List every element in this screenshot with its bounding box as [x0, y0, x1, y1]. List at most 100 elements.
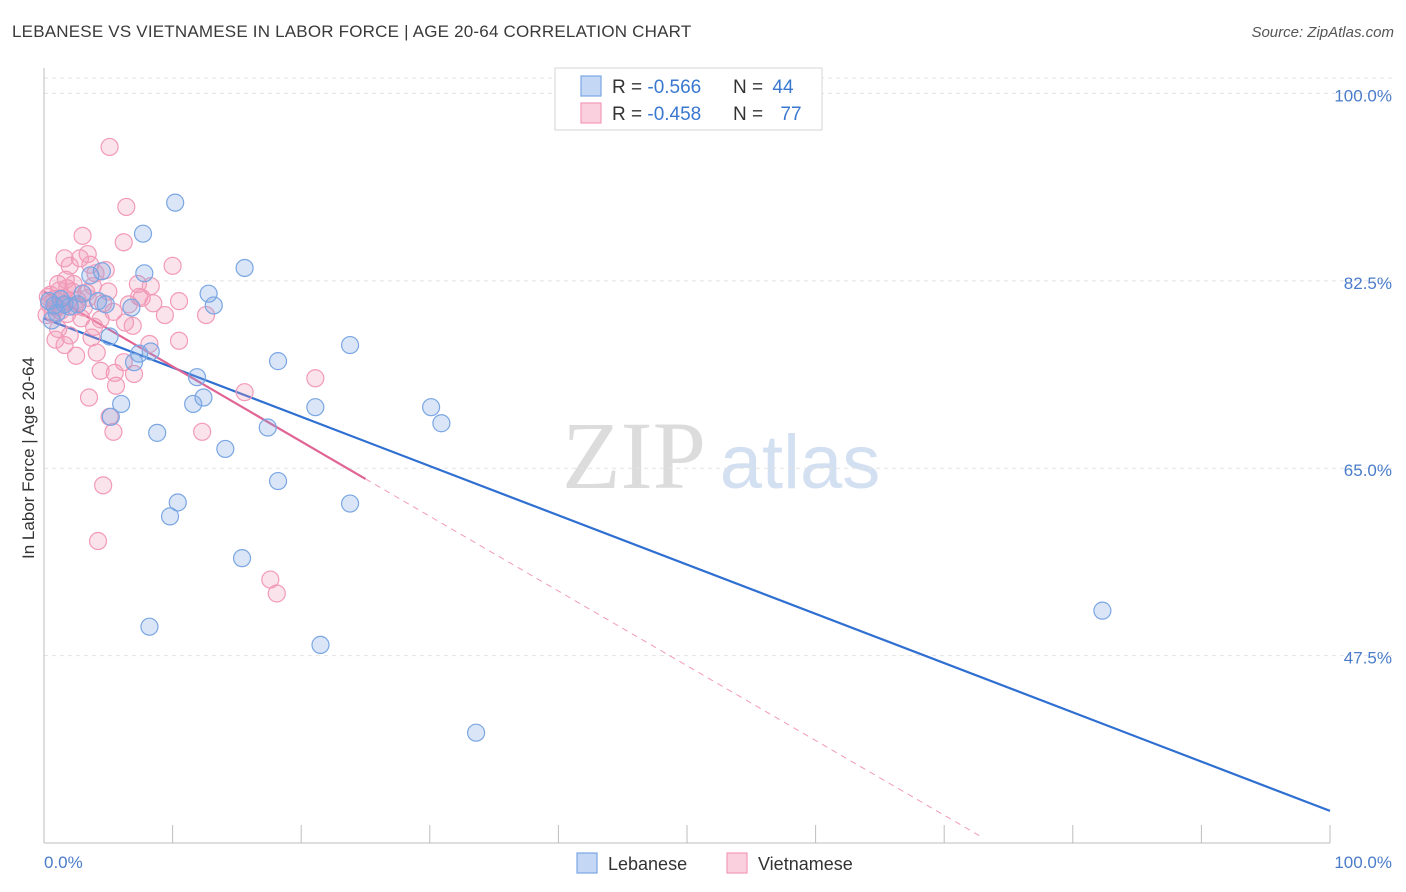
legend-r-label-vietnamese: R = [612, 104, 647, 125]
bottom-legend-label-vietnamese: Vietnamese [758, 854, 853, 874]
legend-r-value-lebanese: -0.566 [647, 77, 701, 98]
y-axis-label: In Labor Force | Age 20-64 [19, 357, 38, 559]
lebanese-point [216, 439, 235, 459]
bottom-legend-swatch-lebanese [576, 852, 598, 874]
legend-r-label-lebanese: R = [612, 77, 647, 98]
vietnamese-points [37, 137, 325, 603]
lebanese-point [268, 471, 288, 491]
axes [43, 68, 1331, 844]
vietnamese-point [196, 305, 216, 325]
vietnamese-point [91, 361, 110, 380]
vietnamese-point [193, 422, 212, 441]
watermark-atlas: atlas [720, 420, 881, 505]
vietnamese-point [104, 302, 123, 321]
chart-title: LEBANESE VS VIETNAMESE IN LABOR FORCE | … [12, 22, 692, 41]
vietnamese-point [70, 249, 90, 268]
vietnamese-point [94, 476, 113, 495]
legend-n-label-vietnamese: N = [733, 104, 768, 125]
legend-r-value-vietnamese: -0.458 [647, 104, 701, 125]
lebanese-point [141, 342, 160, 361]
vietnamese-point [46, 330, 65, 349]
vietnamese-point [123, 316, 142, 335]
legend-n-value-lebanese: 44 [772, 77, 794, 98]
lebanese-point [232, 549, 252, 568]
lebanese-point [140, 617, 159, 636]
vietnamese-point [104, 422, 123, 441]
lebanese-point [268, 352, 288, 371]
lebanese-point [100, 327, 119, 346]
lebanese-point [160, 507, 180, 526]
lebanese-trend-line [43, 317, 1331, 812]
vietnamese-point [60, 256, 79, 275]
vietnamese-trend-line [43, 290, 367, 480]
vietnamese-trend-extension [365, 478, 984, 839]
trend-lines [43, 290, 1331, 839]
lebanese-point [235, 258, 254, 278]
grid-lines [44, 77, 1392, 657]
vietnamese-point [100, 137, 119, 157]
y-tick-labels: 47.5% 65.0% 82.5% 100.0% [1334, 86, 1392, 667]
legend-swatch-lebanese [580, 75, 602, 97]
lebanese-point [124, 353, 144, 372]
lebanese-point [68, 295, 87, 314]
lebanese-point [306, 398, 325, 417]
legend-n-value-vietnamese: 77 [780, 104, 801, 125]
lebanese-point [466, 723, 486, 742]
lebanese-point [112, 394, 131, 414]
vietnamese-point [72, 309, 91, 328]
vietnamese-point [88, 531, 108, 551]
svg-text:R = -0.458: R = -0.458 [612, 104, 701, 125]
x-tick-label-max: 100.0% [1334, 853, 1392, 872]
source-label: Source: ZipAtlas.com [1251, 24, 1394, 41]
lebanese-point [73, 284, 92, 303]
lebanese-point [432, 414, 451, 433]
vietnamese-point [87, 343, 106, 362]
series-legend: Lebanese Vietnamese [576, 852, 853, 874]
lebanese-point [135, 264, 154, 283]
vietnamese-point [144, 294, 163, 313]
lebanese-point [81, 266, 100, 285]
lebanese-point [340, 494, 360, 513]
lebanese-point [204, 296, 223, 315]
vietnamese-point [169, 292, 189, 311]
lebanese-points [40, 193, 1112, 742]
vietnamese-point [73, 226, 92, 245]
vietnamese-point [55, 335, 74, 355]
vietnamese-point [67, 346, 86, 365]
vietnamese-point [155, 305, 174, 325]
lebanese-point [258, 418, 277, 437]
lebanese-point [166, 193, 185, 212]
lebanese-point [130, 344, 149, 363]
vietnamese-point [114, 233, 133, 252]
vietnamese-point [163, 256, 182, 275]
vietnamese-point [60, 326, 79, 345]
y-tick-label: 82.5% [1344, 274, 1392, 293]
lebanese-point [101, 407, 120, 426]
lebanese-point [184, 394, 203, 414]
vietnamese-point [306, 369, 325, 388]
watermark-zip: ZIP [562, 402, 706, 509]
lebanese-point [133, 224, 153, 243]
legend-swatch-vietnamese [580, 102, 602, 124]
lebanese-point [92, 262, 111, 281]
y-tick-label: 100.0% [1334, 86, 1392, 105]
legend-n-label-lebanese: N = [733, 77, 768, 98]
bottom-legend-label-lebanese: Lebanese [608, 854, 687, 874]
lebanese-point [199, 284, 218, 303]
lebanese-point [122, 298, 141, 317]
lebanese-point [148, 423, 167, 442]
vietnamese-point [267, 584, 286, 603]
vietnamese-point [85, 317, 104, 336]
vietnamese-point [106, 376, 126, 395]
lebanese-point [96, 295, 115, 314]
lebanese-point [421, 398, 441, 417]
lebanese-point [194, 388, 213, 407]
vietnamese-point [235, 383, 254, 402]
lebanese-point [1093, 601, 1112, 620]
y-tick-label: 65.0% [1344, 461, 1392, 480]
bottom-legend-swatch-vietnamese [726, 852, 748, 874]
y-tick-label: 47.5% [1344, 649, 1392, 668]
lebanese-point [340, 335, 360, 355]
lebanese-point [187, 368, 207, 387]
